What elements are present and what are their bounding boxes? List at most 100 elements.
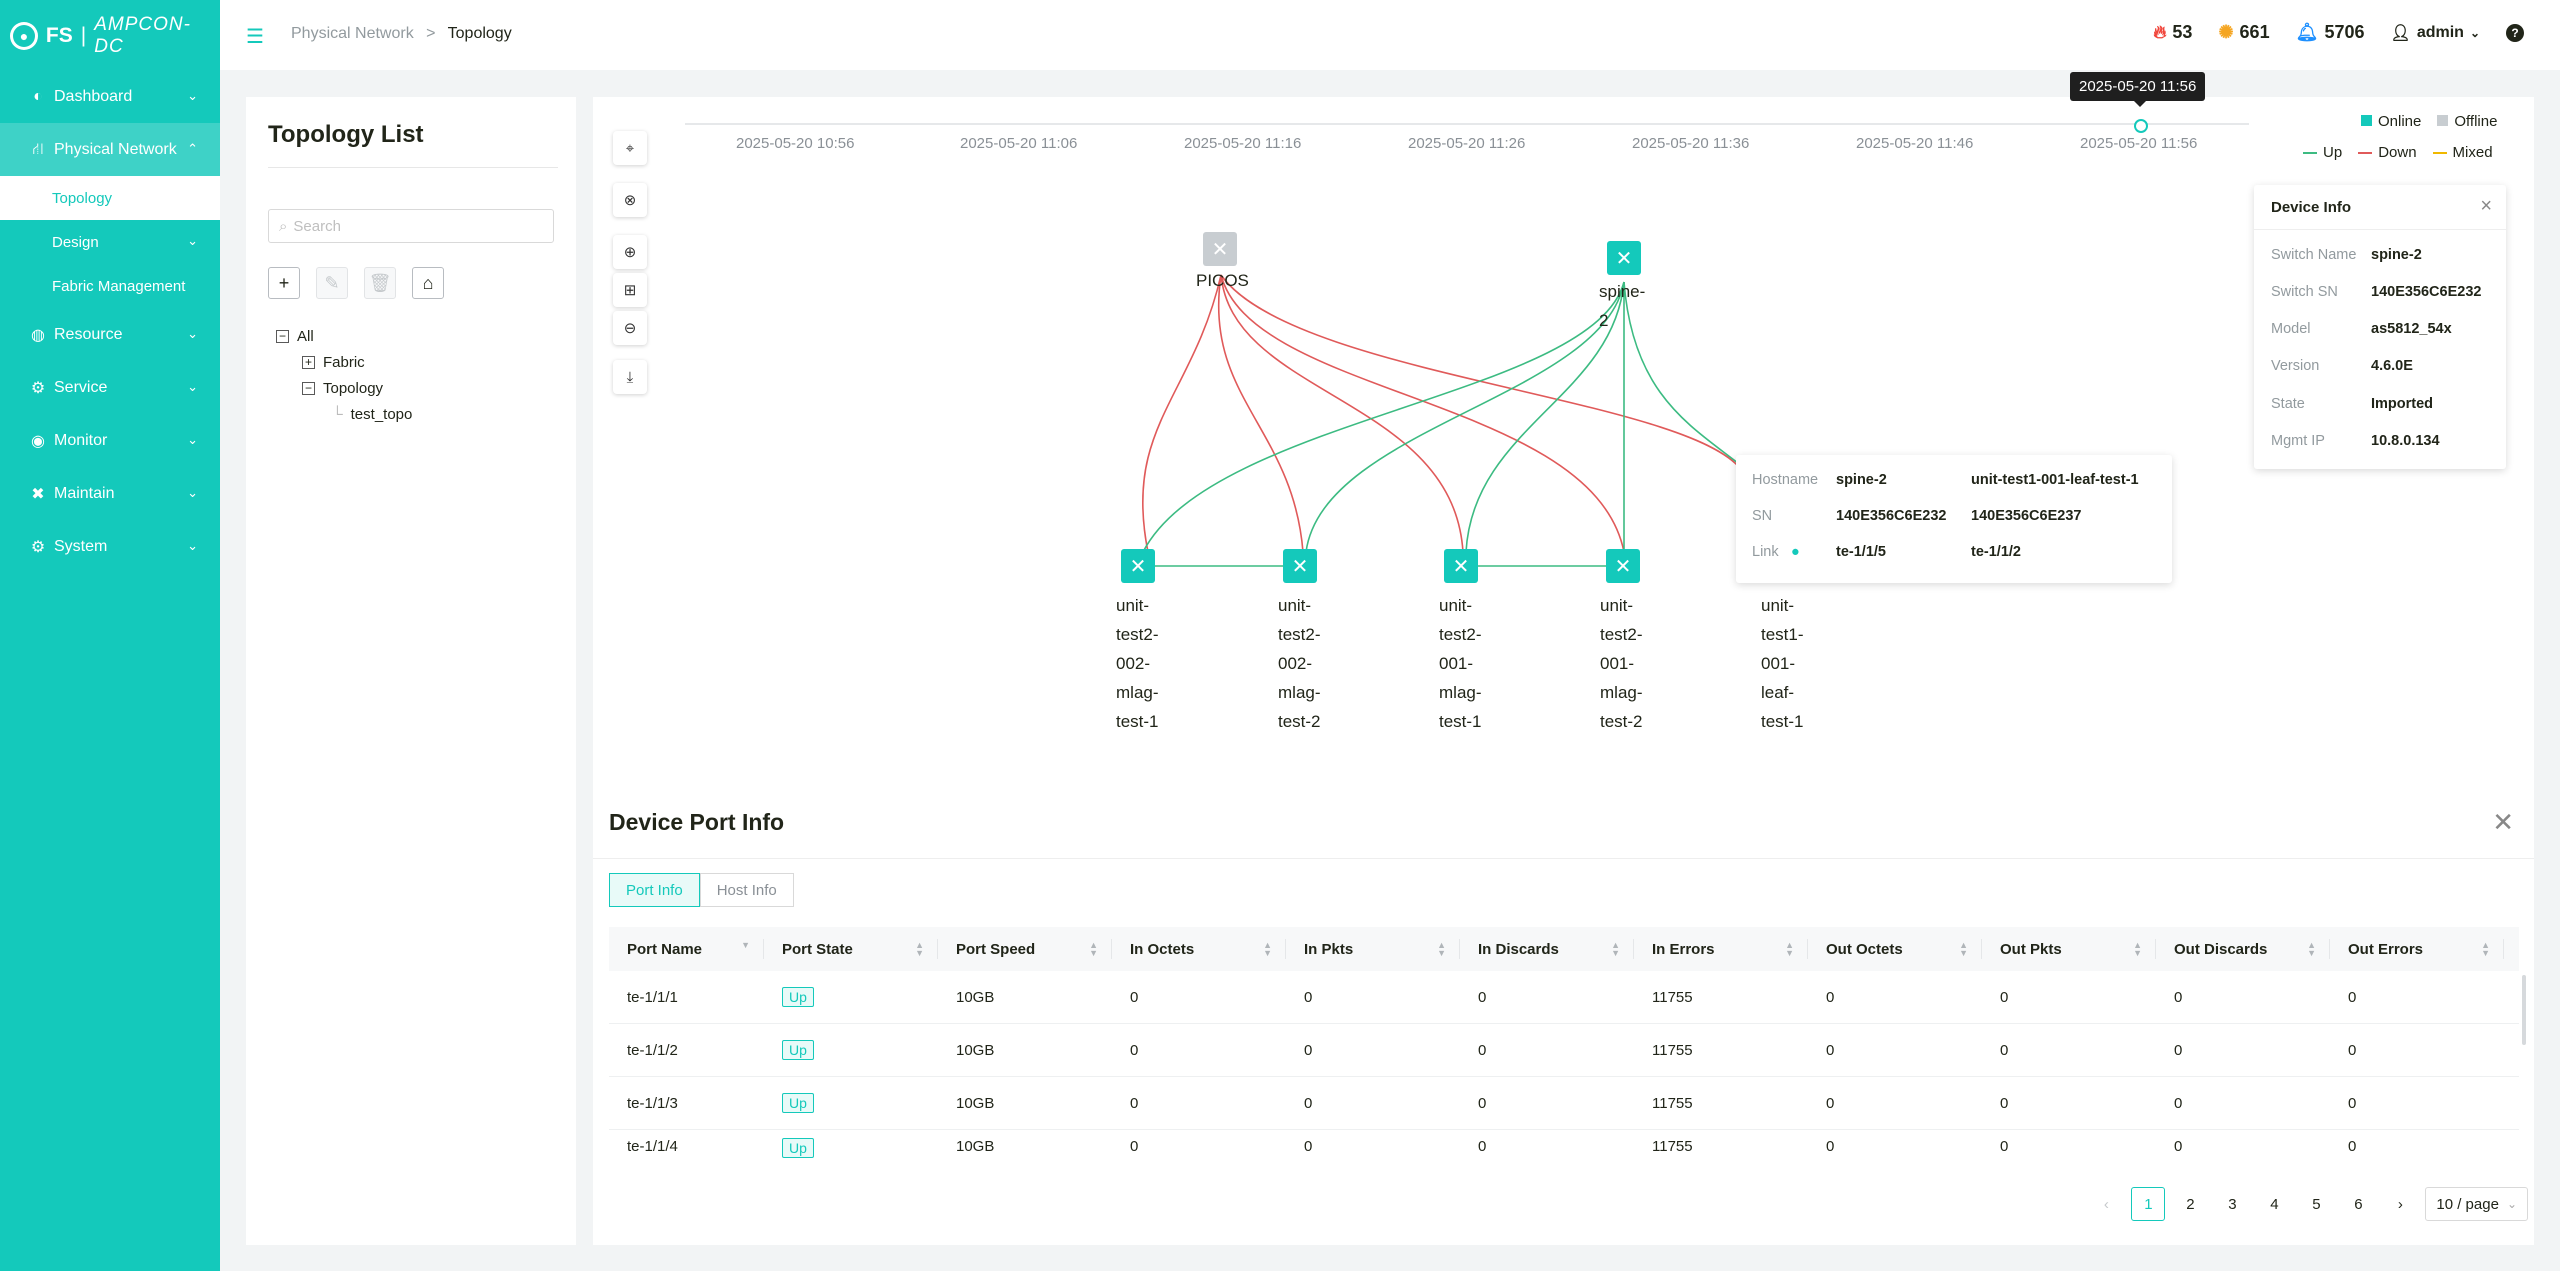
close-icon[interactable]: ×	[2480, 195, 2492, 217]
sort-icon[interactable]: ▲ ▼	[2481, 940, 2490, 958]
sort-icon[interactable]: ▲ ▼	[2133, 940, 2142, 958]
node-spine-2[interactable]: ✕	[1607, 241, 1641, 275]
tree-node-fabric[interactable]: + Fabric	[276, 349, 412, 375]
column-header[interactable]: Out Pkts ▲ ▼	[1982, 927, 2156, 971]
home-button[interactable]: ⌂	[412, 267, 444, 299]
node-leaf[interactable]: ✕	[1606, 549, 1640, 583]
node-leaf[interactable]: ✕	[1121, 549, 1155, 583]
sort-icon[interactable]: ▲ ▼	[1089, 940, 1098, 958]
clear-button[interactable]: ⊗	[613, 183, 647, 217]
add-button[interactable]: +	[268, 267, 300, 299]
zoom-in-button[interactable]: ⊕	[613, 235, 647, 269]
sort-icon[interactable]: ▲ ▼	[1785, 940, 1794, 958]
sidebar-subitem-fabric-management[interactable]: Fabric Management	[52, 277, 186, 295]
close-icon[interactable]: ✕	[2492, 807, 2514, 837]
timeline-handle[interactable]	[2134, 119, 2148, 133]
collapse-icon[interactable]: −	[276, 329, 289, 343]
tab-host-info[interactable]: Host Info	[699, 873, 794, 907]
link-down[interactable]	[1217, 274, 1304, 553]
sidebar-subitem-topology[interactable]: Topology	[0, 176, 220, 220]
table-row[interactable]: te-1/1/1 Up 10GB 0 0 0 11755 0 0 0 0	[609, 971, 2519, 1024]
critical-alerts[interactable]: 🔥︎ 53	[2153, 22, 2192, 43]
breadcrumb-parent[interactable]: Physical Network	[291, 25, 414, 42]
link-down[interactable]	[1220, 274, 1464, 553]
sort-icon[interactable]: ▲ ▼	[2307, 940, 2316, 958]
sort-icon[interactable]: ▲ ▼	[1437, 940, 1446, 958]
collapse-icon[interactable]: −	[302, 381, 315, 395]
notifications[interactable]: 🔔︎ 5706	[2296, 22, 2365, 43]
tree-node-topology[interactable]: − Topology	[276, 375, 412, 401]
brand-logo[interactable]: ● FS | AMPCON-DC	[10, 14, 220, 57]
tab-port-info[interactable]: Port Info	[609, 873, 700, 907]
menu-toggle-icon[interactable]: ☰	[246, 26, 264, 48]
column-header[interactable]: Out Octets ▲ ▼	[1808, 927, 1982, 971]
page-button[interactable]: 3	[2228, 1195, 2237, 1213]
column-header[interactable]: Port Name ▼	[609, 927, 764, 971]
column-header[interactable]: In Octets ▲ ▼	[1112, 927, 1286, 971]
column-header[interactable]: Out Errors ▲ ▼	[2330, 927, 2504, 971]
sidebar-item-system[interactable]: ⚙ System ⌄	[0, 520, 220, 573]
sidebar-item-physical-network[interactable]: ⛙ Physical Network ⌃	[0, 123, 220, 176]
expand-icon[interactable]: +	[302, 355, 315, 369]
node-leaf[interactable]: ✕	[1283, 549, 1317, 583]
info-key: State	[2271, 396, 2305, 412]
table-scrollbar[interactable]	[2522, 975, 2526, 1045]
column-header[interactable]: In Errors ▲ ▼	[1634, 927, 1808, 971]
sort-icon[interactable]: ▲ ▼	[1959, 940, 1968, 958]
sidebar-item-service[interactable]: ⚙ Service ⌄	[0, 361, 220, 414]
link-up[interactable]	[1142, 281, 1625, 553]
next-page-icon[interactable]: ›	[2397, 1195, 2403, 1213]
page-button[interactable]: 1	[2131, 1187, 2166, 1221]
column-header[interactable]: In Pkts ▲ ▼	[1286, 927, 1460, 971]
table-row[interactable]: te-1/1/3 Up 10GB 0 0 0 11755 0 0 0 0	[609, 1077, 2519, 1130]
page-button[interactable]: 6	[2354, 1195, 2363, 1213]
page-size-select[interactable]: 10 / page ⌄	[2425, 1187, 2528, 1221]
sort-icon[interactable]: ▲ ▼	[915, 940, 924, 958]
locate-button[interactable]: ⌖	[613, 131, 647, 165]
zoom-out-button[interactable]: ⊖	[613, 311, 647, 345]
cell-value: 11755	[1652, 988, 1693, 1006]
link-down[interactable]	[1220, 274, 1625, 553]
link-down[interactable]	[1141, 274, 1222, 553]
download-button[interactable]: ⤓	[613, 360, 647, 394]
node-leaf[interactable]: ✕	[1444, 549, 1478, 583]
page-button[interactable]: 5	[2312, 1195, 2321, 1213]
column-header[interactable]: In Discards ▲ ▼	[1460, 927, 1634, 971]
sort-icon[interactable]: ▲ ▼	[1263, 940, 1272, 958]
sidebar-item-maintain[interactable]: ✖ Maintain ⌄	[0, 467, 220, 520]
link-up[interactable]	[1305, 281, 1625, 553]
fit-view-button[interactable]: ⊞	[613, 273, 647, 307]
sidebar-item-resource[interactable]: ◍ Resource ⌄	[0, 308, 220, 361]
table-row[interactable]: te-1/1/2 Up 10GB 0 0 0 11755 0 0 0 0	[609, 1024, 2519, 1077]
delete-button[interactable]: 🗑︎	[364, 267, 396, 299]
node-picos[interactable]: ✕	[1203, 232, 1237, 266]
search-input[interactable]: ⌕ Search	[268, 209, 554, 243]
edit-button[interactable]: ✎	[316, 267, 348, 299]
node-label-line: test2-	[1278, 625, 1321, 644]
info-value: as5812_54x	[2371, 321, 2452, 337]
filter-icon[interactable]: ▼	[741, 940, 750, 950]
prev-page-icon[interactable]: ‹	[2103, 1195, 2109, 1213]
page-button[interactable]: 2	[2186, 1195, 2195, 1213]
help-icon[interactable]: ?	[2506, 23, 2524, 42]
table-row[interactable]: te-1/1/4 Up 10GB 0 0 0 11755 0 0 0 0	[609, 1130, 2519, 1164]
user-menu[interactable]: 👤︎ admin ⌄	[2391, 23, 2481, 43]
tree-node-all[interactable]: − All	[276, 323, 412, 349]
tree-node-test-topo[interactable]: └ test_topo	[276, 401, 412, 427]
sidebar-subitem-design[interactable]: Design ⌄	[0, 220, 220, 264]
link-up[interactable]	[1465, 281, 1625, 553]
link-up[interactable]	[1623, 281, 1744, 468]
tooltip-value: 140E356C6E232	[1836, 508, 1947, 524]
sort-icon[interactable]: ▲ ▼	[1611, 940, 1620, 958]
warning-alerts[interactable]: ✺ 661	[2218, 22, 2269, 43]
cell-value: te-1/1/1	[627, 988, 678, 1006]
link-down[interactable]	[1220, 274, 1744, 473]
page-button[interactable]: 4	[2270, 1195, 2279, 1213]
table-cell: 0	[1112, 1077, 1286, 1129]
column-header[interactable]: Port Speed ▲ ▼	[938, 927, 1112, 971]
column-header[interactable]: Port State ▲ ▼	[764, 927, 938, 971]
sidebar-item-dashboard[interactable]: ◐ Dashboard ⌄	[0, 70, 220, 123]
sidebar-item-monitor[interactable]: ◉ Monitor ⌄	[0, 414, 220, 467]
column-header[interactable]: Out Discards ▲ ▼	[2156, 927, 2330, 971]
timeline-track[interactable]	[685, 123, 2249, 125]
